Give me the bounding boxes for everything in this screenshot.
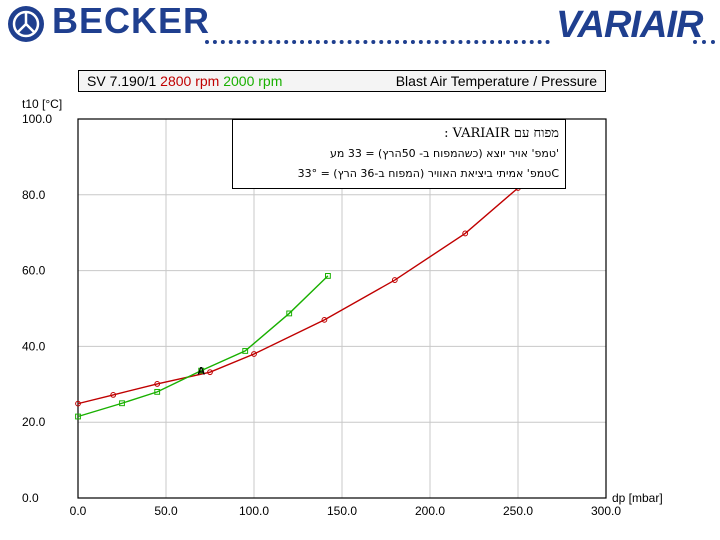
becker-logo-icon	[8, 6, 44, 42]
y-tick-label: 60.0	[22, 264, 46, 278]
data-point	[391, 277, 398, 283]
x-axis-label: dp [mbar]	[612, 491, 663, 505]
data-point	[286, 310, 293, 317]
becker-brand: BECKER	[52, 0, 211, 41]
data-point	[251, 351, 257, 357]
data-point	[242, 348, 249, 354]
chart-title-box: SV 7.190/1 2800 rpm 2000 rpm Blast Air T…	[78, 70, 606, 92]
annotation-line-3: טמפ' אמיתי ביציאת האוויר (המפוח ב-36 הרץ…	[297, 167, 559, 180]
x-tick-label: 0.0	[70, 504, 87, 518]
variair-brand: VARIAIR	[556, 4, 703, 46]
y-tick-label: 0.0	[22, 491, 39, 505]
chart-title-left: SV 7.190/1 2800 rpm 2000 rpm	[87, 73, 282, 89]
data-point	[75, 413, 81, 420]
x-tick-label: 300.0	[591, 504, 621, 518]
chart-title-right: Blast Air Temperature / Pressure	[395, 73, 597, 89]
y-tick-label: 40.0	[22, 339, 46, 353]
data-point	[119, 400, 125, 407]
series-1	[75, 273, 331, 420]
data-point	[75, 400, 81, 407]
x-tick-label: 250.0	[503, 504, 533, 518]
series-0	[75, 185, 521, 407]
model-label: SV 7.190/1	[87, 73, 157, 89]
series-line	[77, 275, 329, 418]
annotation-line-1: : VARIAIR מפוח עם	[444, 126, 559, 141]
y-tick-label: 20.0	[22, 415, 46, 429]
annotation-box: : VARIAIR מפוח עם טמפ' אויר יוצא (כשהמפו…	[232, 119, 566, 189]
y-tick-label: 80.0	[22, 188, 46, 202]
data-point	[154, 381, 161, 387]
header-divider-end	[693, 40, 715, 44]
series: A	[75, 185, 521, 420]
data-point	[110, 392, 117, 398]
data-point	[154, 388, 161, 395]
y-tick-label: 100.0	[22, 112, 52, 126]
data-point	[207, 369, 213, 376]
data-point	[462, 230, 469, 237]
series-line	[77, 187, 519, 405]
x-tick-label: 50.0	[154, 504, 178, 518]
data-point	[325, 273, 331, 279]
annotation-line-2: טמפ' אויר יוצא (כשהמפוח ב- 50הרץ) = 33 מ…	[329, 147, 559, 160]
rpm-red-label: 2800 rpm	[160, 73, 220, 89]
y-axis-label: t10 [°C]	[22, 97, 62, 111]
x-tick-label: 150.0	[327, 504, 357, 518]
header-divider	[205, 40, 550, 44]
data-point	[198, 367, 205, 374]
rpm-green-label: 2000 rpm	[223, 73, 283, 89]
tick-labels: 0.0 50.0 100.0 150.0 200.0 250.0 300.0 0.0 20.0 4…	[22, 112, 621, 518]
x-tick-label: 200.0	[415, 504, 445, 518]
data-point	[321, 316, 328, 323]
x-tick-label: 100.0	[239, 504, 269, 518]
marker-label: A	[197, 366, 205, 378]
